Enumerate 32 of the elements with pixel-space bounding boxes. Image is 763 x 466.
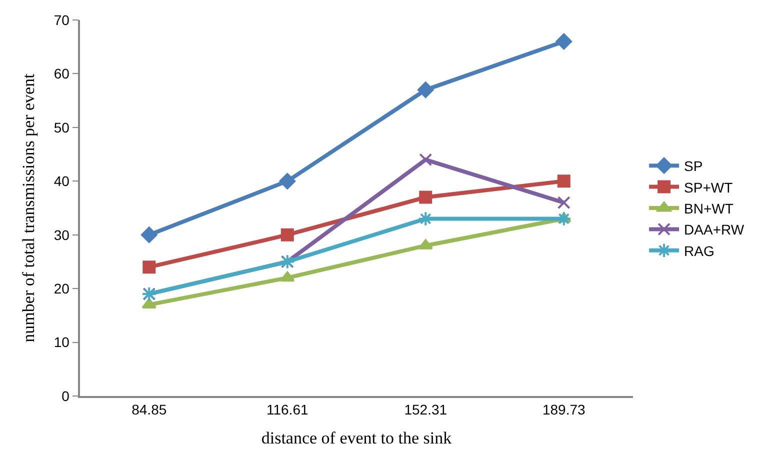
y-axis-title: number of total transmissions per event (18, 73, 38, 342)
legend-label: SP (684, 158, 703, 174)
point (417, 82, 434, 98)
y-tick-label: 10 (54, 334, 70, 350)
legend-label: SP+WT (684, 179, 734, 196)
point (280, 271, 295, 282)
y-tick-label: 70 (54, 12, 70, 28)
point (280, 228, 294, 242)
y-tick-label: 30 (54, 226, 70, 243)
legend-label: RAG (684, 242, 714, 259)
point (279, 172, 296, 190)
y-tick-label: 20 (54, 280, 70, 296)
y-tick-label: 0 (62, 388, 70, 404)
point (142, 260, 156, 274)
y-tick-label: 60 (54, 66, 70, 82)
x-tick-label: 84.85 (132, 402, 167, 418)
x-tick-label: 189.73 (542, 402, 586, 418)
point (142, 298, 156, 308)
x-axis-title: distance of event to the sink (261, 428, 452, 448)
point (419, 190, 432, 204)
y-tick-label: 40 (54, 173, 70, 190)
x-tick-label: 116.61 (266, 402, 308, 418)
point (418, 239, 433, 250)
legend-label: DAA+RW (684, 222, 745, 238)
legend-label: BN+WT (684, 200, 734, 216)
y-tick-label: 50 (54, 119, 70, 136)
point (556, 33, 572, 50)
x-tick-label: 152.31 (404, 402, 448, 418)
point (557, 174, 570, 188)
point (557, 196, 570, 210)
point (140, 226, 158, 244)
point (419, 153, 432, 166)
